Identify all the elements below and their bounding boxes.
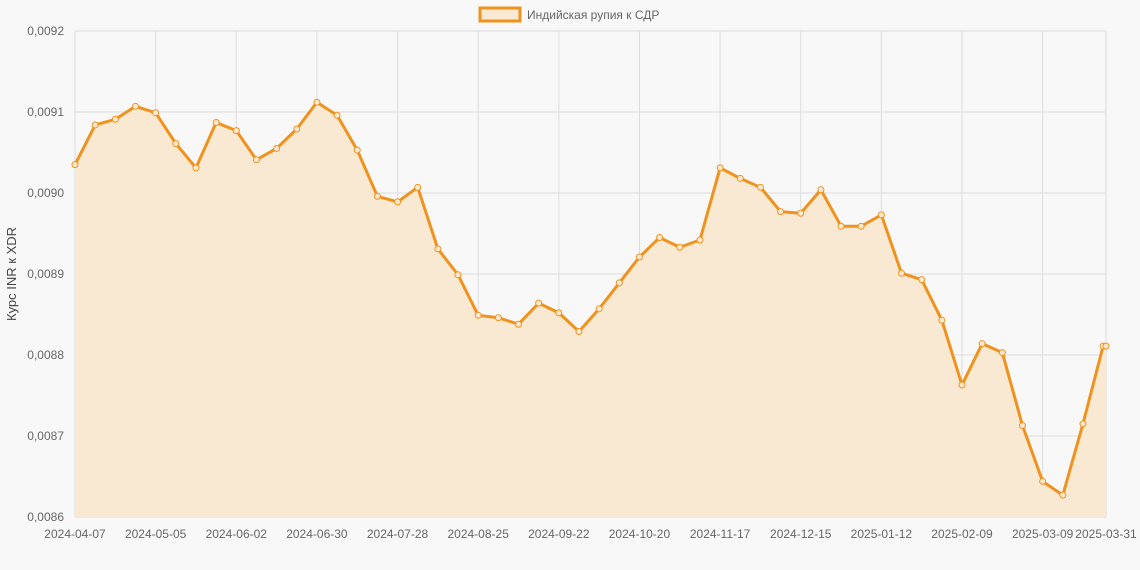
y-tick-label: 0,0090	[27, 186, 64, 200]
data-point[interactable]	[837, 222, 845, 230]
x-tick-label: 2024-05-05	[125, 527, 187, 541]
x-tick-label: 2024-10-20	[609, 527, 671, 541]
legend-label[interactable]: Индийская рупия к СДР	[527, 8, 659, 22]
data-point[interactable]	[555, 309, 563, 317]
data-point[interactable]	[676, 243, 684, 251]
x-tick-label: 2025-03-09	[1012, 527, 1074, 541]
y-axis-ticks: 0,0086 0,0087 0,0088 0,0089 0,0090 0,0091 0,00…	[27, 24, 64, 524]
data-point[interactable]	[777, 208, 785, 216]
data-point[interactable]	[172, 140, 180, 148]
data-point[interactable]	[696, 236, 704, 244]
x-tick-label: 2024-07-28	[367, 527, 429, 541]
data-point[interactable]	[575, 328, 583, 336]
data-point[interactable]	[515, 320, 523, 328]
data-point[interactable]	[212, 119, 220, 127]
data-point[interactable]	[373, 192, 381, 200]
y-tick-label: 0,0089	[27, 267, 64, 281]
data-point[interactable]	[797, 209, 805, 217]
x-tick-label: 2024-06-30	[286, 527, 348, 541]
data-point[interactable]	[91, 121, 99, 129]
y-tick-label: 0,0086	[27, 510, 64, 524]
data-point[interactable]	[1018, 421, 1026, 429]
x-tick-label: 2024-04-07	[44, 527, 106, 541]
data-point[interactable]	[1039, 477, 1047, 485]
y-tick-label: 0,0087	[27, 429, 64, 443]
data-point[interactable]	[958, 381, 966, 389]
data-point[interactable]	[353, 146, 361, 154]
data-point[interactable]	[333, 111, 341, 119]
data-point[interactable]	[1059, 491, 1067, 499]
series-area	[75, 102, 1106, 517]
legend-swatch[interactable]	[478, 6, 522, 23]
data-point[interactable]	[494, 314, 502, 322]
data-point[interactable]	[635, 253, 643, 261]
data-point[interactable]	[978, 340, 986, 348]
x-tick-label: 2024-12-15	[770, 527, 832, 541]
data-point[interactable]	[938, 316, 946, 324]
y-tick-label: 0,0091	[27, 105, 64, 119]
data-point[interactable]	[273, 144, 281, 152]
data-point[interactable]	[454, 271, 462, 279]
data-point[interactable]	[998, 349, 1006, 357]
x-tick-label: 2024-06-02	[206, 527, 268, 541]
data-point[interactable]	[71, 161, 79, 169]
data-point[interactable]	[131, 102, 139, 110]
data-point[interactable]	[1102, 342, 1110, 350]
data-point[interactable]	[394, 198, 402, 206]
data-point[interactable]	[918, 276, 926, 284]
data-point[interactable]	[716, 164, 724, 172]
x-tick-label: 2024-08-25	[447, 527, 509, 541]
data-point[interactable]	[898, 269, 906, 277]
data-point[interactable]	[152, 109, 160, 117]
data-point[interactable]	[111, 115, 119, 123]
x-tick-label: 2024-09-22	[528, 527, 590, 541]
x-tick-label: 2025-03-31	[1075, 527, 1137, 541]
x-tick-label: 2025-02-09	[931, 527, 993, 541]
data-point[interactable]	[474, 311, 482, 319]
data-point[interactable]	[857, 222, 865, 230]
data-point[interactable]	[756, 183, 764, 191]
x-tick-label: 2025-01-12	[851, 527, 913, 541]
data-point[interactable]	[252, 156, 260, 164]
data-point[interactable]	[535, 299, 543, 307]
x-axis-ticks: 2024-04-07 2024-05-05 2024-06-02 2024-06-30…	[44, 527, 1137, 541]
data-point[interactable]	[817, 186, 825, 194]
data-point[interactable]	[414, 183, 422, 191]
data-point[interactable]	[293, 125, 301, 133]
y-tick-label: 0,0092	[27, 24, 64, 38]
series-points	[71, 98, 1110, 499]
data-point[interactable]	[595, 305, 603, 313]
data-point[interactable]	[313, 98, 321, 106]
data-point[interactable]	[232, 127, 240, 135]
data-point[interactable]	[192, 164, 200, 172]
data-point[interactable]	[736, 174, 744, 182]
legend[interactable]: Индийская рупия к СДР	[478, 6, 659, 23]
data-point[interactable]	[656, 234, 664, 242]
area-fill	[75, 102, 1106, 517]
y-axis-title: Курс INR к XDR	[4, 227, 19, 321]
data-point[interactable]	[1079, 420, 1087, 428]
data-point[interactable]	[877, 211, 885, 219]
y-tick-label: 0,0088	[27, 348, 64, 362]
data-point[interactable]	[615, 279, 623, 287]
x-tick-label: 2024-11-17	[690, 527, 751, 541]
data-point[interactable]	[434, 245, 442, 253]
